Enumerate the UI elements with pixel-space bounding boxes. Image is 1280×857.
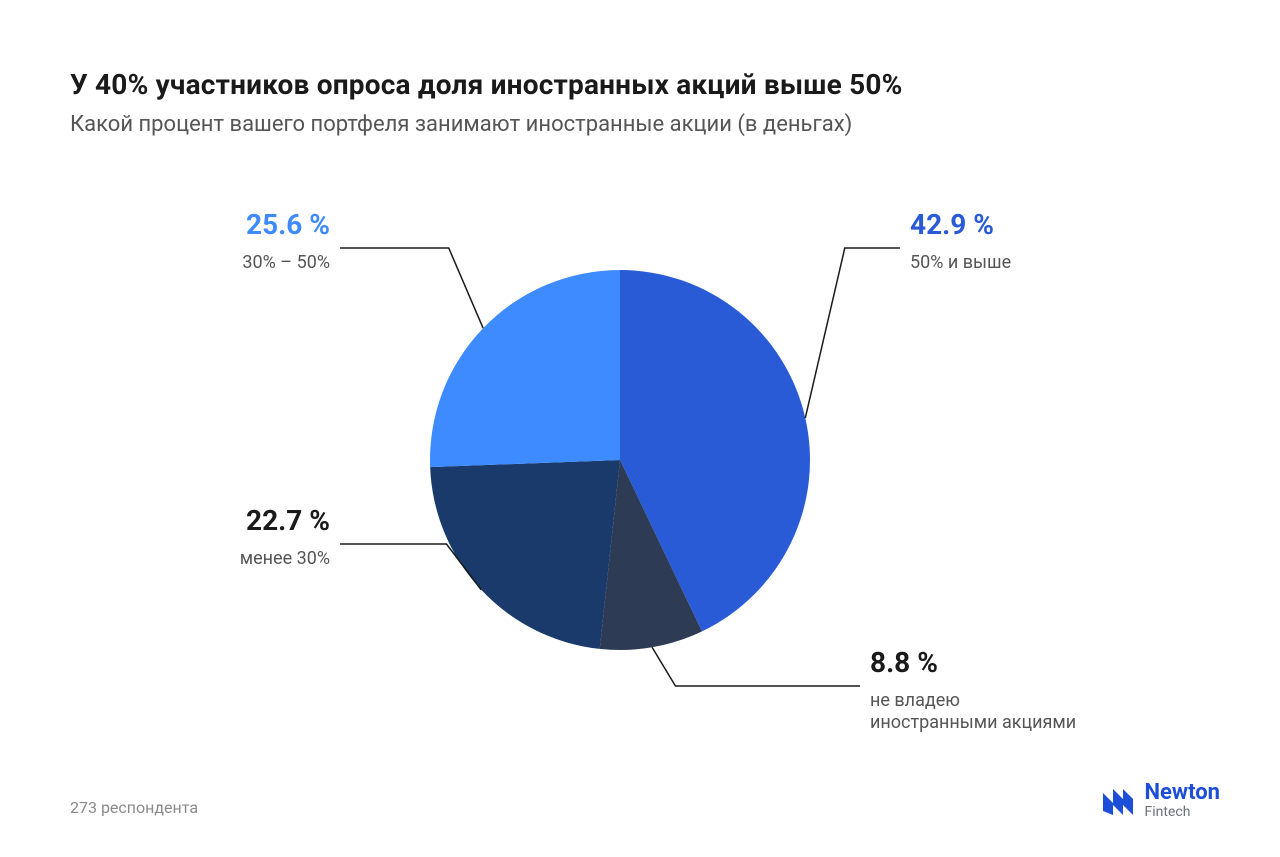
pie-slice	[430, 460, 620, 649]
slice-percent: 22.7 %	[246, 504, 330, 537]
slice-label: не владею	[870, 690, 960, 711]
slice-label: менее 30%	[240, 548, 330, 569]
respondents-note: 273 респондента	[70, 798, 198, 817]
brand-subname: Fintech	[1145, 804, 1220, 821]
newton-logo-icon	[1101, 785, 1135, 819]
pie-chart: 42.9 % 50% и выше 8.8 % не владеюиностранны…	[0, 0, 1280, 857]
brand-logo-text: Newton Fintech	[1145, 782, 1220, 821]
slice-label: иностранными акциями	[870, 712, 1076, 733]
slice-label: 30% – 50%	[242, 252, 330, 273]
slice-label: 50% и выше	[910, 252, 1011, 273]
leader-line	[805, 248, 900, 418]
brand-logo: Newton Fintech	[1101, 782, 1220, 821]
leader-line	[340, 248, 483, 328]
pie-slice	[430, 270, 620, 467]
slice-percent: 25.6 %	[246, 208, 330, 241]
page: У 40% участников опроса доля иностранных…	[0, 0, 1280, 857]
leader-line	[652, 647, 860, 686]
slice-percent: 42.9 %	[910, 208, 994, 241]
slice-percent: 8.8 %	[870, 646, 938, 679]
brand-name: Newton	[1145, 782, 1220, 804]
